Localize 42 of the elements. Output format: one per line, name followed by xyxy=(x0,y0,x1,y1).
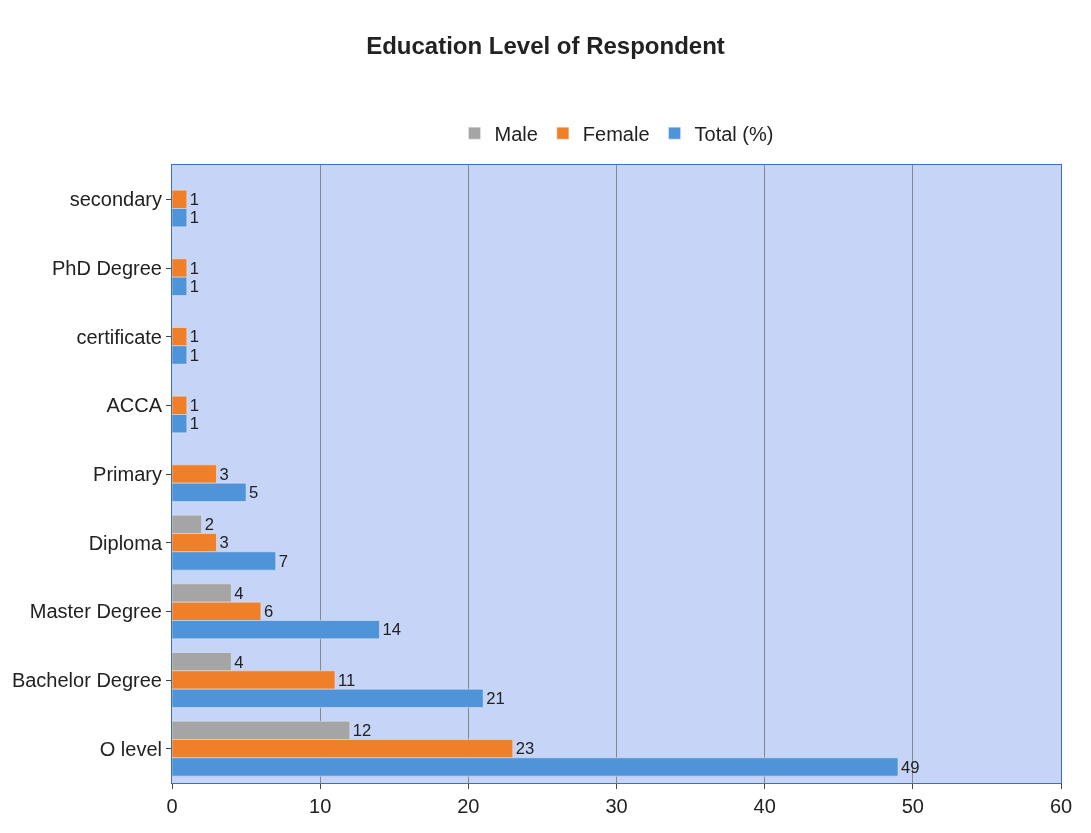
data-label: 2 xyxy=(204,515,214,535)
y-tick-label: Diploma xyxy=(88,531,163,554)
legend-label: Male xyxy=(494,122,538,145)
y-tick-label: PhD Degree xyxy=(51,257,162,279)
data-label: 1 xyxy=(189,190,200,210)
data-label: 5 xyxy=(249,483,259,503)
data-label: 7 xyxy=(278,551,288,571)
legend-label: Total (%) xyxy=(694,122,774,145)
x-tick-label: 30 xyxy=(605,795,628,817)
legend-label: Female xyxy=(582,122,650,145)
y-tick-label: O level xyxy=(99,737,162,760)
y-tick-label: Bachelor Degree xyxy=(11,669,162,691)
y-tick-label: secondary xyxy=(69,188,162,211)
x-tick-label: 60 xyxy=(1049,795,1073,817)
data-label: 12 xyxy=(352,721,372,741)
data-label: 1 xyxy=(189,277,200,297)
data-label: 23 xyxy=(515,739,535,759)
data-label: 21 xyxy=(486,689,505,709)
data-label: 4 xyxy=(234,583,244,603)
data-label: 11 xyxy=(337,670,356,690)
data-label: 49 xyxy=(901,757,920,777)
x-tick-label: 50 xyxy=(901,795,924,817)
data-label: 1 xyxy=(189,327,200,347)
y-tick-label: certificate xyxy=(76,325,162,348)
y-tick-label: ACCA xyxy=(106,394,163,417)
data-label: 3 xyxy=(219,533,229,553)
data-label: 6 xyxy=(263,602,274,622)
y-tick-label: Master Degree xyxy=(29,600,162,623)
data-label: 3 xyxy=(219,464,229,484)
data-label: 4 xyxy=(234,652,244,672)
y-tick-label: Primary xyxy=(93,463,162,485)
data-label: 1 xyxy=(189,208,200,228)
chart-title: Education Level of Respondent xyxy=(366,32,725,60)
x-tick-label: 40 xyxy=(753,795,776,817)
x-tick-label: 20 xyxy=(457,795,480,817)
data-label: 1 xyxy=(189,345,200,365)
data-label: 1 xyxy=(189,414,200,434)
data-label: 14 xyxy=(382,620,401,640)
x-tick-label: 10 xyxy=(309,795,332,817)
x-tick-label: 0 xyxy=(166,795,178,817)
data-label: 1 xyxy=(189,258,200,278)
data-label: 1 xyxy=(189,396,200,416)
